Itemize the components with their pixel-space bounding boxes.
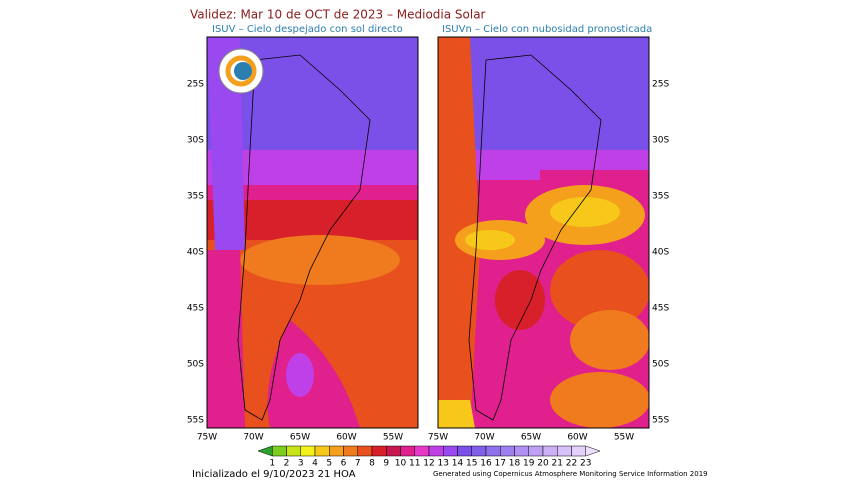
colorbar-swatch [386,445,401,457]
colorbar-label: 10 [395,459,407,469]
lon-label: 65W [521,433,541,443]
lat-label: 40S [187,248,204,258]
colorbar-label: 17 [495,459,506,469]
colorbar-label: 22 [566,459,577,469]
lat-label: 25S [652,80,669,90]
footer-right: Generated using Copernicus Atmosphere Mo… [433,470,708,478]
colorbar-swatch [272,445,287,457]
colorbar-label: 18 [509,459,521,469]
colorbar-label: 2 [284,459,290,469]
colorbar-swatch [557,445,572,457]
colorbar-swatch [443,445,458,457]
lon-label: 60W [336,433,356,443]
lon-label: 70W [474,433,494,443]
colorbar-swatch [542,445,558,457]
colorbar-swatch [514,445,529,457]
lon-label: 75W [197,433,217,443]
panel-label: ISUV – Cielo despejado con sol directo [212,24,403,35]
colorbar-swatch [329,445,344,457]
lat-label: 45S [652,304,669,314]
colorbar-label: 1 [269,459,275,469]
colorbar-swatch [457,445,472,457]
colorbar-label: 11 [409,459,420,469]
colorbar-swatch [485,445,501,457]
colorbar-label: 12 [423,459,434,469]
colorbar-swatch [500,445,515,457]
lon-label: 75W [428,433,448,443]
title: Validez: Mar 10 de OCT de 2023 – Mediodi… [190,8,486,22]
lon-label: 55W [383,433,403,443]
lat-label: 30S [187,136,204,146]
colorbar-swatch [357,445,373,457]
colorbar-swatch [300,445,316,457]
lon-label: 55W [614,433,634,443]
colorbar-label: 6 [341,459,347,469]
lon-label: 65W [290,433,310,443]
colorbar-swatch [571,445,586,457]
colorbar-label: 16 [480,459,492,469]
colorbar-label: 3 [298,459,304,469]
lat-label: 30S [652,136,669,146]
colorbar-swatch [428,445,444,457]
lat-label: 25S [187,80,204,90]
lon-label: 70W [243,433,263,443]
colorbar-label: 15 [466,459,477,469]
colorbar-label: 21 [552,459,563,469]
colorbar: 1 2 3 4 5 6 7 8 9 10 11 12 13 14 15 16 17 18 19 20 21 22 23 [257,445,601,469]
colorbar-swatch [414,445,430,457]
colorbar-swatch [257,445,273,457]
map-right [437,36,650,429]
footer-left: Inicializado el 9/10/2023 21 HOA [192,469,356,480]
colorbar-swatch [371,445,387,457]
colorbar-label: 13 [438,459,449,469]
colorbar-label: 9 [383,459,389,469]
colorbar-label: 19 [523,459,535,469]
logo [218,48,264,94]
colorbar-label: 7 [355,459,361,469]
colorbar-label: 14 [452,459,464,469]
lat-label: 55S [652,416,669,426]
colorbar-label: 8 [369,459,375,469]
colorbar-swatch [400,445,415,457]
colorbar-swatch [585,445,601,457]
lat-label: 45S [187,304,204,314]
lat-label: 35S [187,192,204,202]
colorbar-swatch [471,445,487,457]
lon-label: 60W [567,433,587,443]
lat-label: 40S [652,248,669,258]
colorbar-swatch [314,445,330,457]
colorbar-label: 23 [580,459,591,469]
colorbar-label: 5 [326,459,332,469]
lat-label: 50S [652,360,669,370]
lat-label: 35S [652,192,669,202]
lat-label: 50S [187,360,204,370]
colorbar-swatch [286,445,301,457]
panel-label: ISUVn – Cielo con nubosidad pronosticada [442,24,652,35]
map-left [206,36,419,429]
colorbar-swatch [343,445,358,457]
colorbar-label: 20 [537,459,549,469]
colorbar-swatch [528,445,544,457]
colorbar-label: 4 [312,459,318,469]
lat-label: 55S [187,416,204,426]
